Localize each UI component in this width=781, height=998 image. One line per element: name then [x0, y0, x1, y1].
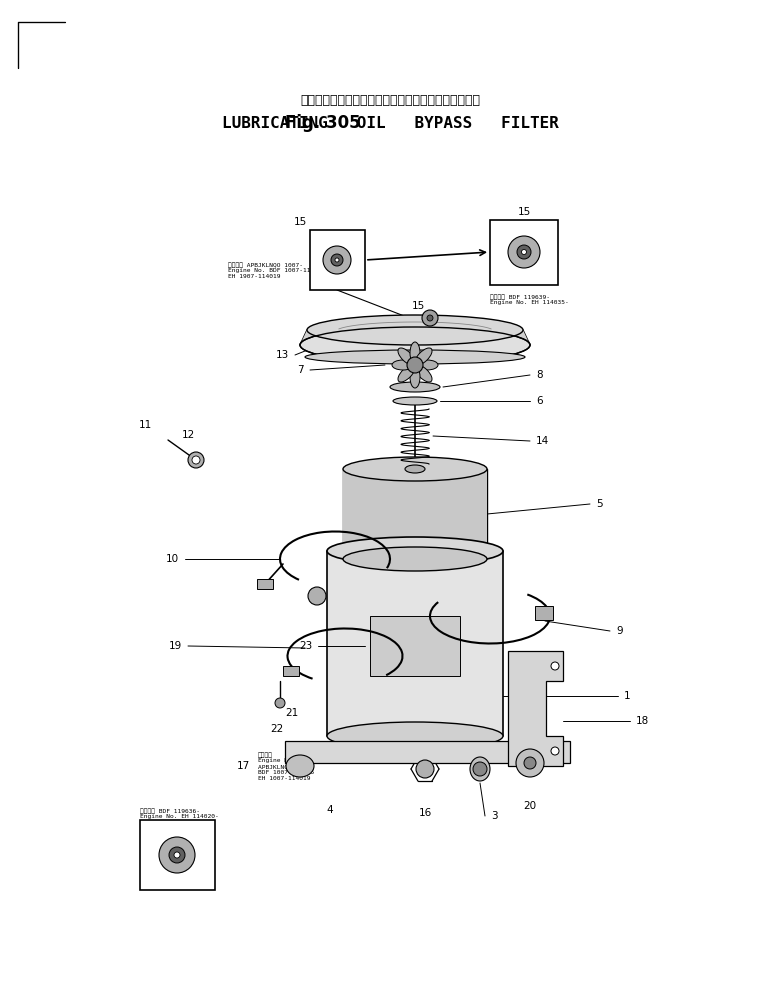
Ellipse shape — [398, 365, 415, 382]
Circle shape — [407, 357, 423, 373]
Text: 22: 22 — [270, 724, 284, 734]
Text: 3: 3 — [491, 811, 497, 821]
Circle shape — [323, 246, 351, 274]
Text: 適用車種 APBJKLNQO 1007-
Engine No. BDF 1007-114036
EH 1907-114019: 適用車種 APBJKLNQO 1007- Engine No. BDF 1007… — [228, 262, 326, 279]
Circle shape — [524, 757, 536, 769]
Text: 23: 23 — [299, 641, 312, 651]
Text: 適用車種 BDF 119636-
Engine No. EH 114020-: 適用車種 BDF 119636- Engine No. EH 114020- — [140, 808, 219, 819]
Ellipse shape — [286, 755, 314, 777]
Text: ルーブリケーティング　オイル　バイパス　フィルタ: ルーブリケーティング オイル バイパス フィルタ — [300, 94, 480, 107]
Ellipse shape — [305, 350, 525, 364]
Ellipse shape — [392, 360, 414, 370]
Ellipse shape — [307, 315, 523, 345]
Ellipse shape — [327, 722, 503, 750]
Bar — [370, 616, 460, 676]
Ellipse shape — [327, 537, 503, 565]
Text: 8: 8 — [536, 370, 543, 380]
Text: 17: 17 — [237, 761, 250, 771]
Bar — [535, 606, 553, 620]
Text: 15: 15 — [294, 217, 307, 227]
Ellipse shape — [410, 342, 420, 364]
Bar — [343, 469, 487, 559]
Text: 21: 21 — [285, 708, 298, 718]
Circle shape — [522, 250, 526, 254]
Text: 15: 15 — [412, 301, 425, 311]
Polygon shape — [285, 741, 570, 763]
Circle shape — [275, 698, 285, 708]
Circle shape — [517, 245, 531, 259]
Text: 13: 13 — [276, 350, 289, 360]
Text: 18: 18 — [636, 716, 649, 726]
Text: 5: 5 — [596, 499, 603, 509]
Circle shape — [508, 236, 540, 268]
Text: 4: 4 — [326, 805, 333, 815]
Circle shape — [159, 837, 195, 873]
Ellipse shape — [343, 457, 487, 481]
Ellipse shape — [416, 360, 438, 370]
Circle shape — [188, 452, 204, 468]
Text: 14: 14 — [536, 436, 549, 446]
Circle shape — [416, 760, 434, 778]
Circle shape — [308, 587, 326, 605]
Circle shape — [192, 456, 200, 464]
Polygon shape — [508, 651, 563, 766]
Bar — [327, 551, 503, 736]
Ellipse shape — [398, 348, 415, 365]
Circle shape — [427, 315, 433, 321]
Ellipse shape — [393, 397, 437, 405]
Text: 20: 20 — [523, 801, 537, 811]
Text: LUBRICATING   OIL   BYPASS   FILTER: LUBRICATING OIL BYPASS FILTER — [222, 116, 558, 131]
Bar — [310, 230, 365, 290]
Ellipse shape — [470, 757, 490, 781]
Circle shape — [174, 852, 180, 858]
Text: 4: 4 — [173, 882, 180, 892]
Circle shape — [169, 847, 185, 863]
Polygon shape — [300, 330, 530, 345]
Circle shape — [551, 662, 559, 670]
Text: 1: 1 — [624, 691, 630, 701]
Text: Fig. 305: Fig. 305 — [285, 114, 361, 132]
Ellipse shape — [405, 465, 425, 473]
Ellipse shape — [390, 382, 440, 392]
Text: 15: 15 — [517, 207, 530, 217]
Bar — [140, 820, 215, 890]
Text: 9: 9 — [616, 626, 622, 636]
Ellipse shape — [410, 366, 420, 388]
Text: 適用車種 BDF 119639-
Engine No. EH 114035-: 適用車種 BDF 119639- Engine No. EH 114035- — [490, 294, 569, 305]
Circle shape — [473, 762, 487, 776]
Bar — [283, 666, 299, 676]
Text: 10: 10 — [166, 554, 179, 564]
Text: 適用車種
Engine No.
APBJKLNQO 1007-
BDF 1007-114035
EH 1007-114019: 適用車種 Engine No. APBJKLNQO 1007- BDF 1007… — [258, 752, 314, 780]
Bar — [490, 220, 558, 285]
Text: 11: 11 — [139, 420, 152, 430]
Text: 7: 7 — [298, 365, 304, 375]
Ellipse shape — [343, 547, 487, 571]
Ellipse shape — [415, 365, 432, 382]
Ellipse shape — [300, 327, 530, 363]
Circle shape — [422, 310, 438, 326]
Ellipse shape — [415, 348, 432, 365]
Text: 19: 19 — [169, 641, 182, 651]
Circle shape — [516, 749, 544, 777]
Circle shape — [551, 747, 559, 755]
Text: 16: 16 — [419, 808, 432, 818]
Text: 12: 12 — [182, 430, 195, 440]
Bar — [257, 579, 273, 589]
Circle shape — [331, 254, 343, 266]
Text: 6: 6 — [536, 396, 543, 406]
Circle shape — [335, 258, 339, 262]
